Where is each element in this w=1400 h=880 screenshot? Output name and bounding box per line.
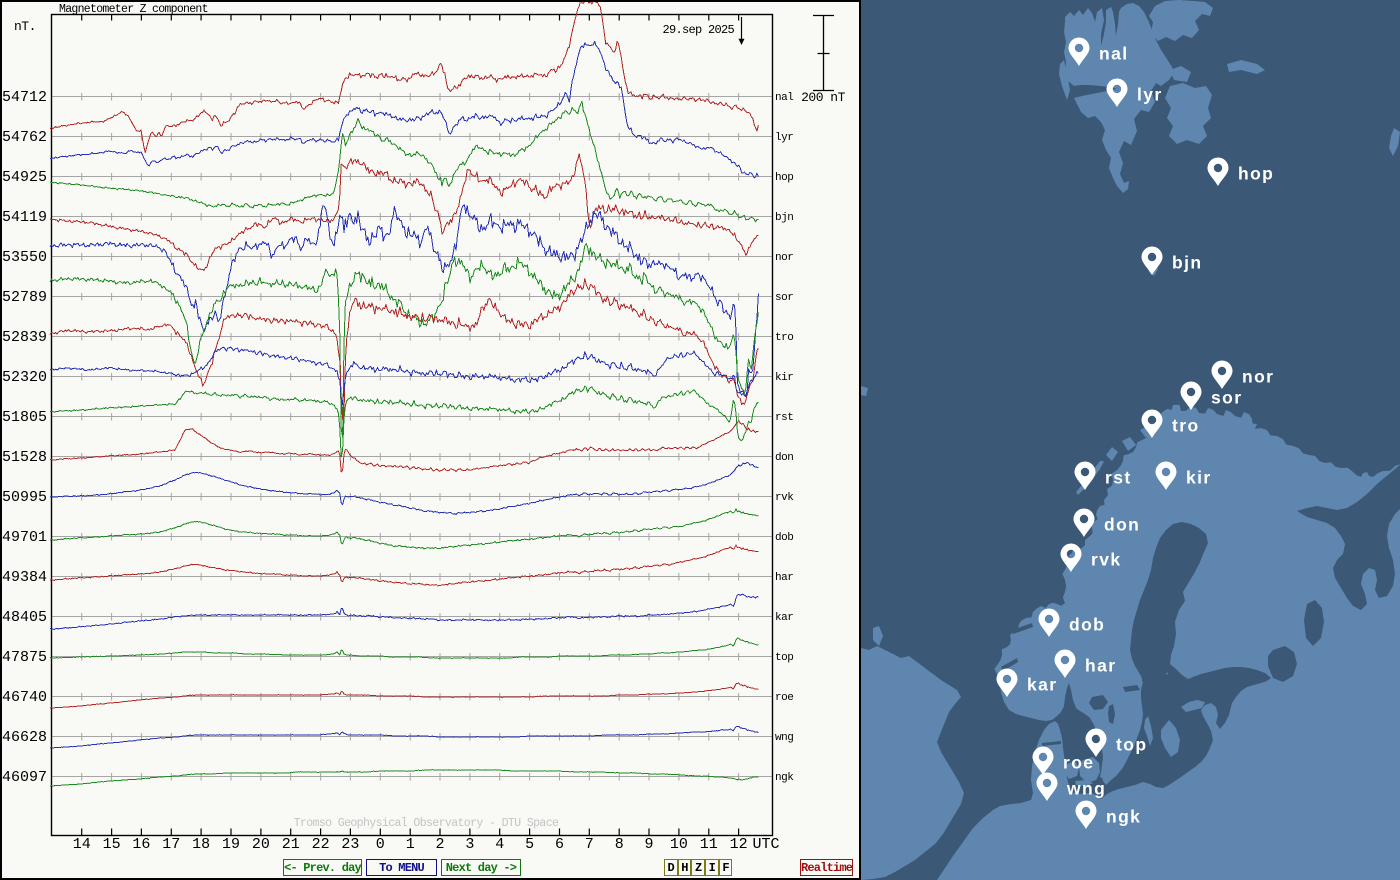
svg-text:3: 3 — [465, 836, 474, 853]
svg-text:4: 4 — [495, 836, 504, 853]
svg-text:wng: wng — [775, 732, 793, 744]
svg-text:47875: 47875 — [2, 649, 47, 666]
svg-text:6: 6 — [555, 836, 564, 853]
svg-text:har: har — [1085, 656, 1116, 676]
svg-text:top: top — [1116, 735, 1147, 755]
svg-text:51528: 51528 — [2, 449, 47, 466]
svg-text:54925: 54925 — [2, 169, 47, 186]
svg-text:17: 17 — [162, 836, 180, 853]
svg-text:hop: hop — [1238, 164, 1274, 184]
svg-text:29.sep 2025: 29.sep 2025 — [662, 23, 734, 37]
svg-text:rst: rst — [1105, 468, 1132, 488]
svg-text:lyr: lyr — [775, 132, 793, 144]
svg-text:dob: dob — [775, 532, 793, 544]
svg-text:46097: 46097 — [2, 769, 47, 786]
svg-text:21: 21 — [282, 836, 300, 853]
svg-text:bjn: bjn — [775, 212, 793, 224]
svg-text:rst: rst — [775, 412, 793, 424]
svg-text:18: 18 — [192, 836, 210, 853]
svg-text:tro: tro — [775, 332, 793, 344]
svg-text:Tromso Geophysical Observatory: Tromso Geophysical Observatory - DTU Spa… — [294, 817, 559, 830]
svg-text:ngk: ngk — [775, 772, 794, 784]
svg-text:0: 0 — [376, 836, 385, 853]
svg-text:7: 7 — [585, 836, 594, 853]
svg-text:nor: nor — [1242, 367, 1274, 387]
svg-text:46740: 46740 — [2, 689, 47, 706]
svg-text:16: 16 — [132, 836, 150, 853]
svg-text:kir: kir — [1186, 468, 1212, 488]
svg-text:48405: 48405 — [2, 609, 47, 626]
svg-text:11: 11 — [700, 836, 718, 853]
svg-text:wng: wng — [1066, 779, 1106, 799]
svg-text:22: 22 — [312, 836, 330, 853]
svg-text:50995: 50995 — [2, 489, 47, 506]
svg-text:dob: dob — [1069, 615, 1105, 635]
svg-text:don: don — [775, 452, 793, 464]
svg-text:2: 2 — [435, 836, 444, 853]
svg-text:rvk: rvk — [1091, 550, 1121, 570]
svg-text:9: 9 — [644, 836, 653, 853]
svg-text:19: 19 — [222, 836, 240, 853]
svg-text:hop: hop — [775, 172, 793, 184]
svg-text:52839: 52839 — [2, 329, 47, 346]
svg-text:nT.: nT. — [14, 19, 36, 34]
svg-text:nor: nor — [775, 252, 793, 264]
svg-text:roe: roe — [775, 692, 793, 704]
svg-text:lyr: lyr — [1137, 85, 1163, 105]
svg-text:20: 20 — [252, 836, 270, 853]
svg-text:51805: 51805 — [2, 409, 47, 426]
svg-text:nal: nal — [1099, 44, 1129, 64]
svg-text:kir: kir — [775, 372, 793, 384]
svg-text:54119: 54119 — [2, 209, 47, 226]
svg-text:14: 14 — [73, 836, 91, 853]
svg-text:10: 10 — [670, 836, 688, 853]
svg-text:don: don — [1104, 515, 1140, 535]
svg-text:Magnetometer Z component: Magnetometer Z component — [59, 3, 208, 16]
svg-text:rvk: rvk — [775, 492, 794, 504]
svg-text:15: 15 — [103, 836, 121, 853]
svg-text:5: 5 — [525, 836, 534, 853]
svg-text:roe: roe — [1063, 753, 1094, 773]
svg-text:46628: 46628 — [2, 729, 47, 746]
svg-text:sor: sor — [775, 292, 793, 304]
svg-text:52789: 52789 — [2, 289, 47, 306]
svg-text:1: 1 — [406, 836, 415, 853]
svg-text:8: 8 — [615, 836, 624, 853]
svg-text:ngk: ngk — [1106, 807, 1141, 827]
svg-text:54712: 54712 — [2, 89, 47, 106]
svg-text:49384: 49384 — [2, 569, 47, 586]
svg-text:nal: nal — [775, 92, 793, 104]
svg-text:tro: tro — [1172, 416, 1200, 436]
svg-text:23: 23 — [341, 836, 359, 853]
svg-text:bjn: bjn — [1172, 253, 1202, 273]
svg-text:54762: 54762 — [2, 129, 47, 146]
svg-text:53550: 53550 — [2, 249, 47, 266]
svg-text:kar: kar — [1027, 675, 1057, 695]
svg-text:har: har — [775, 572, 793, 584]
svg-text:UTC: UTC — [752, 836, 779, 853]
svg-text:sor: sor — [1211, 388, 1242, 408]
svg-text:49701: 49701 — [2, 529, 47, 546]
svg-text:12: 12 — [730, 836, 748, 853]
svg-text:52320: 52320 — [2, 369, 47, 386]
svg-text:top: top — [775, 652, 793, 664]
svg-text:200 nT: 200 nT — [801, 90, 846, 105]
svg-text:kar: kar — [775, 612, 793, 624]
